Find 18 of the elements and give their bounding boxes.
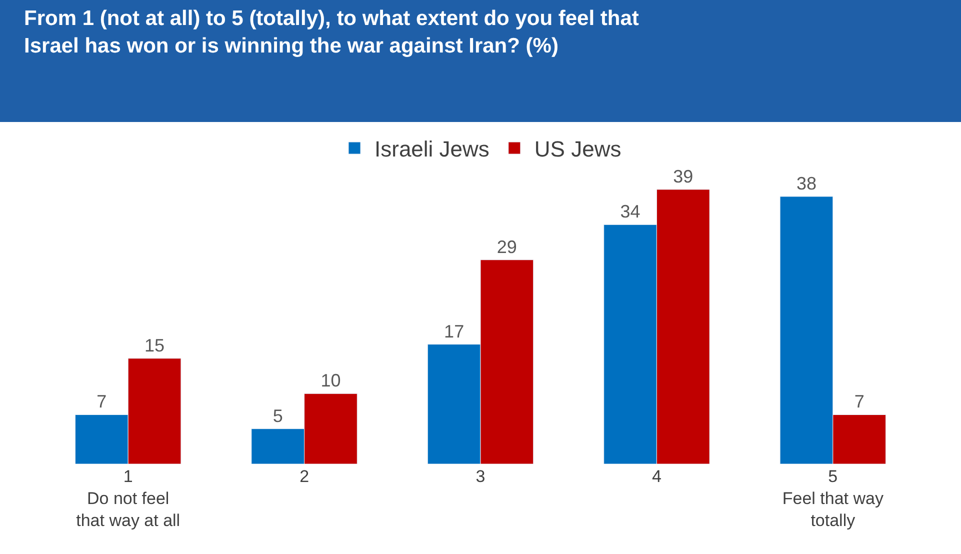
data-label: 7	[854, 392, 864, 412]
chart-title: From 1 (not at all) to 5 (totally), to what extent do you feel that Israel has won or is winning the war against Iran? (%)	[24, 7, 639, 58]
data-label: 5	[272, 406, 283, 426]
data-label: 15	[144, 335, 165, 356]
x-tick-label: 4	[652, 467, 662, 486]
data-label: 10	[320, 370, 341, 391]
x-tick-label: 3	[476, 467, 486, 486]
legend-label: US Jews	[534, 136, 622, 162]
x-tick-label: 1 Do not feel that way at all	[76, 467, 180, 530]
x-tick-label: 5 Feel that way totally	[782, 467, 884, 530]
data-label: 29	[496, 236, 517, 257]
x-tick-label: 2	[300, 467, 310, 486]
data-label: 17	[444, 321, 464, 342]
data-label: 38	[796, 173, 816, 194]
data-label: 34	[620, 202, 640, 222]
data-label: 39	[673, 166, 694, 186]
legend-label: Israeli Jews	[374, 136, 490, 162]
data-label: 7	[96, 392, 107, 412]
